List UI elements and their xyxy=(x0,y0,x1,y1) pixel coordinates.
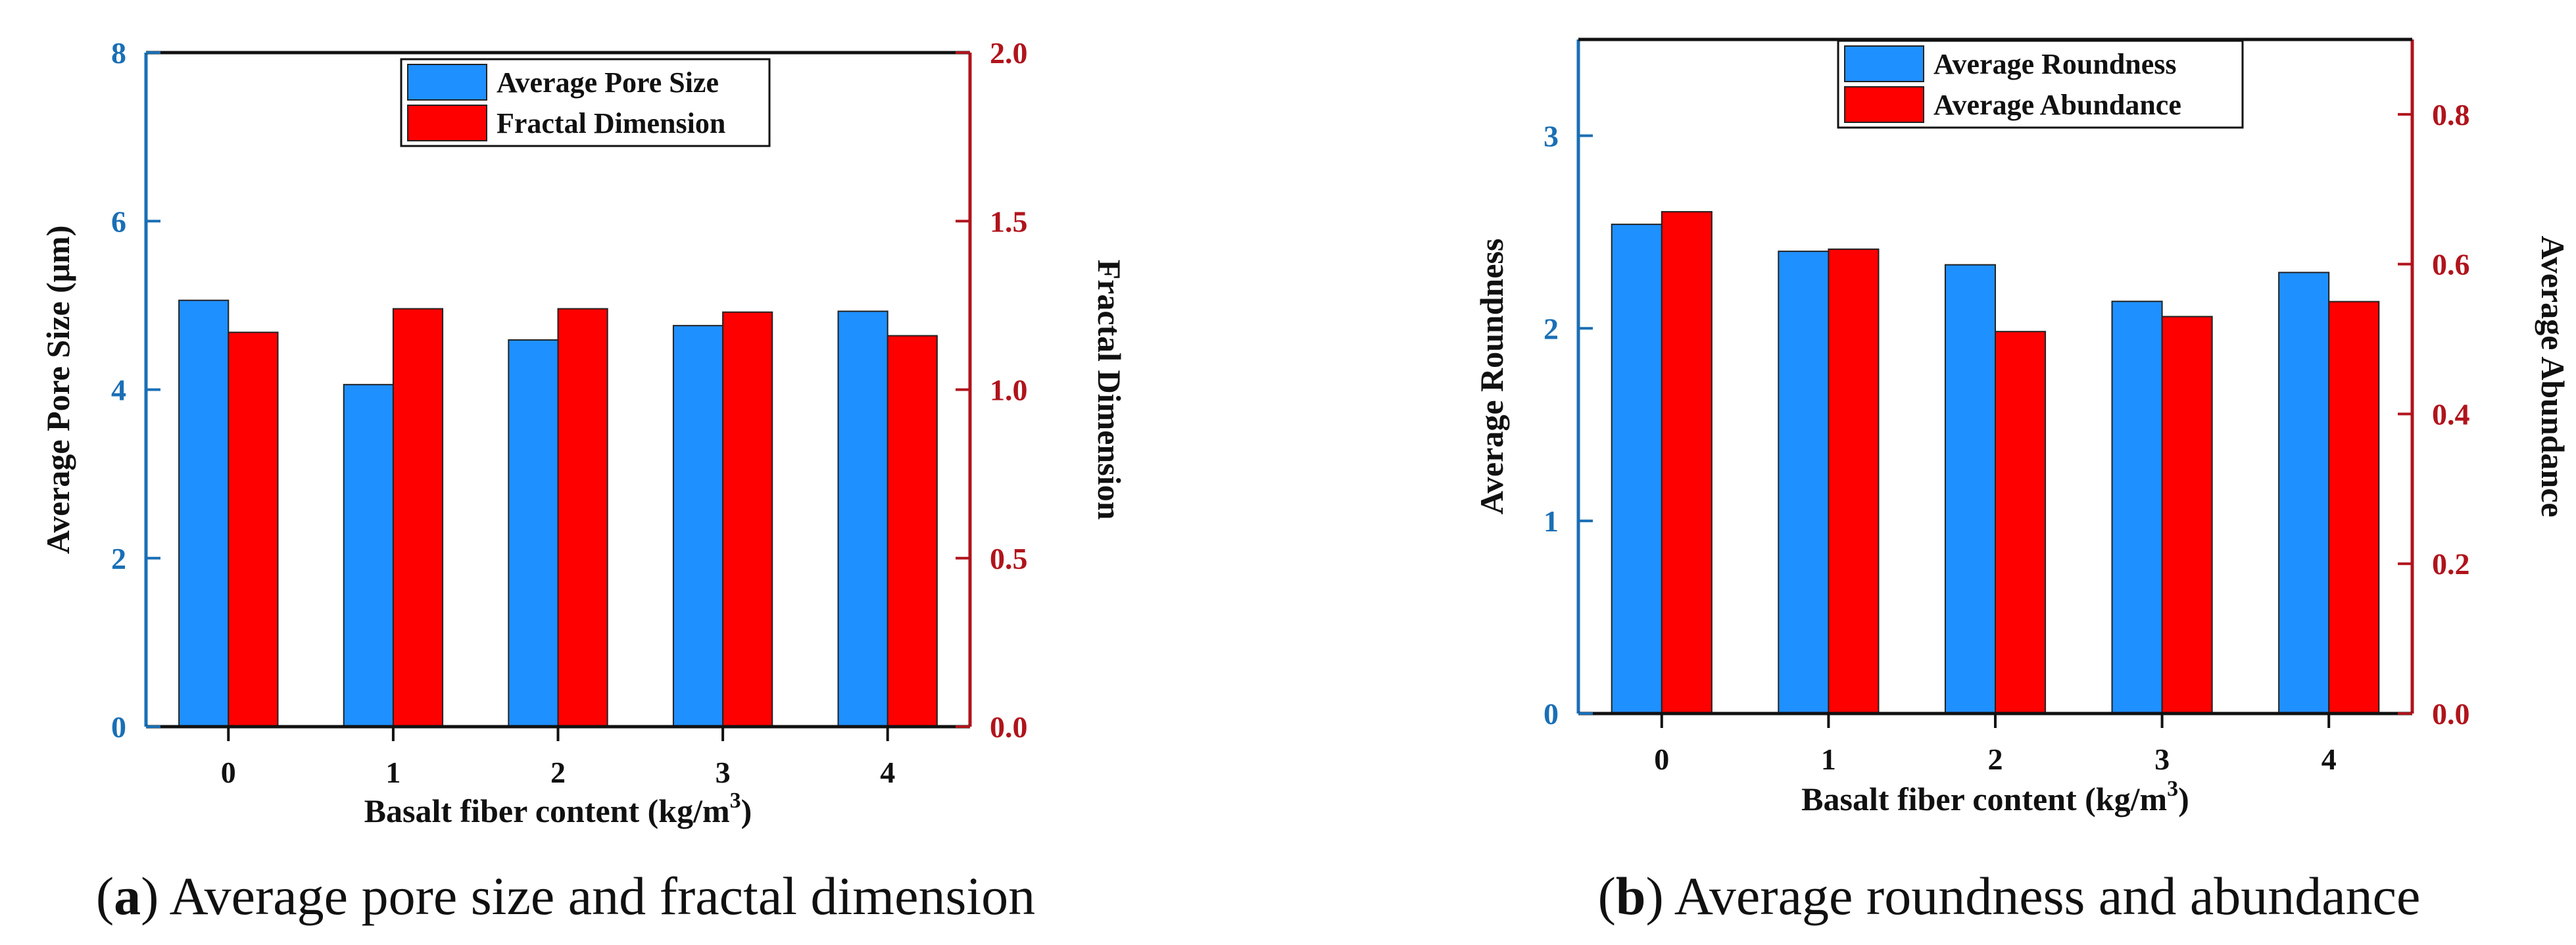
bar-left-1 xyxy=(1778,251,1830,714)
x-tick-label: 3 xyxy=(2154,742,2170,776)
x-axis-title-superscript: 3 xyxy=(2167,777,2178,801)
left-y-tick-label: 2 xyxy=(111,542,126,575)
bar-right-1 xyxy=(392,308,444,727)
x-axis-title-end: ) xyxy=(2178,781,2189,817)
bar-right-2 xyxy=(1995,331,2047,714)
bar-right-4 xyxy=(887,335,938,727)
caption-letter: b xyxy=(1616,866,1646,926)
bar-right-3 xyxy=(722,311,773,727)
bar-right-0 xyxy=(228,331,279,727)
caption-paren-open: ( xyxy=(1598,866,1616,926)
bar-left-3 xyxy=(2111,301,2163,714)
legend-label: Average Abundance xyxy=(1933,89,2181,121)
x-axis-title-main: Basalt fiber content (kg/m xyxy=(364,792,730,829)
left-y-axis-title: Average Pore Size (μm) xyxy=(39,226,76,554)
right-y-tick-label: 2.0 xyxy=(990,36,1028,70)
x-axis-title-end: ) xyxy=(741,792,752,829)
left-y-tick-label: 6 xyxy=(111,205,126,238)
left-y-tick-label: 4 xyxy=(111,374,126,407)
legend-label: Average Pore Size xyxy=(497,66,719,99)
bar-left-2 xyxy=(508,339,559,727)
right-y-axis-title: Average Abundance xyxy=(2535,235,2571,517)
chart-panel-b: 0 1 2 3 4 0 1 2 3 0.0 0.2 0.4 0.6 0.8 Average Roundnes… xyxy=(1473,37,2571,926)
bar-right-4 xyxy=(2328,301,2380,715)
caption-text: Average roundness and abundance xyxy=(1674,866,2421,926)
legend-label: Average Roundness xyxy=(1933,48,2177,80)
bar-right-1 xyxy=(1828,248,1880,714)
x-tick-label: 1 xyxy=(1821,742,1836,776)
bar-left-3 xyxy=(672,325,724,727)
bar-left-0 xyxy=(1611,224,1663,714)
right-y-tick-label: 0.8 xyxy=(2432,98,2470,132)
x-tick-label: 0 xyxy=(221,756,236,789)
right-y-tick-label: 0.2 xyxy=(2432,547,2470,581)
right-y-tick-label: 1.5 xyxy=(990,205,1028,238)
x-tick-label: 1 xyxy=(385,756,401,789)
bar-left-4 xyxy=(837,310,888,727)
left-y-tick-label: 3 xyxy=(1543,119,1559,153)
legend-swatch-blue xyxy=(407,64,487,101)
left-y-tick-label: 1 xyxy=(1543,504,1559,538)
left-y-axis-title: Average Roundness xyxy=(1473,239,1510,515)
left-y-tick-label: 2 xyxy=(1543,312,1559,345)
right-y-tick-label: 0.4 xyxy=(2432,397,2470,431)
chart-panel-a: 0 1 2 3 4 0 2 4 6 8 0.0 0.5 1.0 1.5 2.0 Average Pore Si… xyxy=(39,36,1128,926)
legend-swatch-blue xyxy=(1844,45,1924,82)
x-tick-label: 3 xyxy=(716,756,731,789)
left-y-tick-label: 8 xyxy=(111,36,126,70)
caption-paren-open: ( xyxy=(96,866,114,926)
figure-caption: (b) Average roundness and abundance xyxy=(1598,866,2421,926)
bar-right-0 xyxy=(1661,210,1713,714)
caption-text: Average pore size and fractal dimension xyxy=(169,866,1035,926)
x-tick-label: 4 xyxy=(2321,742,2337,776)
left-y-tick-label: 0 xyxy=(1543,697,1559,731)
caption-paren-close: ) xyxy=(141,866,169,926)
x-tick-label: 4 xyxy=(880,756,895,789)
right-y-tick-label: 0.0 xyxy=(2432,697,2470,731)
caption-paren-close: ) xyxy=(1645,866,1674,926)
right-y-tick-label: 0.5 xyxy=(990,542,1028,575)
right-y-tick-label: 0.0 xyxy=(990,710,1028,744)
caption-letter: a xyxy=(114,866,141,926)
bar-left-0 xyxy=(178,299,230,727)
bar-right-2 xyxy=(557,308,608,727)
x-axis-title-superscript: 3 xyxy=(730,788,741,813)
x-axis-title-main: Basalt fiber content (kg/m xyxy=(1801,781,2167,817)
x-tick-label: 2 xyxy=(1988,742,2003,776)
x-tick-label: 2 xyxy=(550,756,566,789)
bar-right-3 xyxy=(2161,316,2213,714)
bar-left-2 xyxy=(1944,264,1996,714)
x-axis-title: Basalt fiber content (kg/m3) xyxy=(1801,777,2189,817)
right-y-tick-label: 0.6 xyxy=(2432,248,2470,281)
bar-left-4 xyxy=(2278,272,2330,715)
legend-swatch-red xyxy=(407,105,487,141)
legend-label: Fractal Dimension xyxy=(497,107,725,139)
left-y-tick-label: 0 xyxy=(111,710,126,744)
bar-left-1 xyxy=(343,383,394,727)
legend-swatch-red xyxy=(1844,86,1924,123)
right-y-axis-title: Fractal Dimension xyxy=(1091,260,1128,520)
x-axis-title: Basalt fiber content (kg/m3) xyxy=(364,788,752,829)
right-y-tick-label: 1.0 xyxy=(990,374,1028,407)
figure-caption: (a) Average pore size and fractal dimens… xyxy=(96,866,1035,926)
x-tick-label: 0 xyxy=(1654,742,1669,776)
